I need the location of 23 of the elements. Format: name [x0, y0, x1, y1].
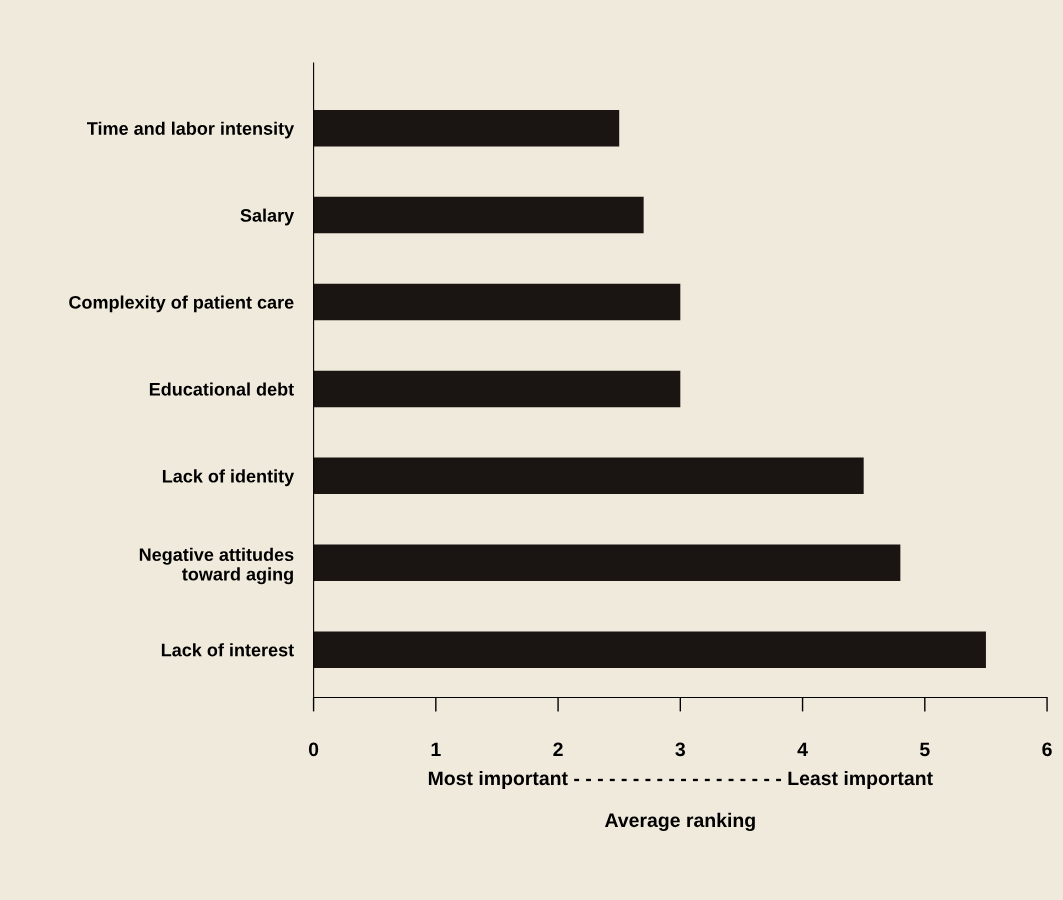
y-tick-label: Lack of interest: [161, 643, 294, 657]
x-tick-label: 4: [797, 742, 808, 757]
bar: [313, 457, 864, 495]
bar: [313, 109, 620, 147]
x-tick-label: 5: [920, 742, 930, 757]
x-tick-label: 0: [308, 742, 319, 757]
y-tick-label: Educational debt: [149, 382, 294, 396]
y-tick-label: Salary: [240, 208, 295, 226]
bar: [313, 370, 681, 408]
x-tick-label: 2: [553, 742, 563, 757]
x-tick-label: 6: [1042, 742, 1052, 757]
y-tick-label: Complexity of patient care: [69, 295, 294, 313]
x-tick-label: 3: [675, 742, 686, 757]
bar: [313, 631, 986, 668]
y-tick-label: Negative attitudes toward aging: [139, 547, 294, 585]
x-tick-label: 1: [431, 742, 441, 757]
bar: [313, 544, 901, 582]
y-tick-label: Time and labor intensity: [87, 121, 295, 139]
text: Most important - - - - - - - - - - - - - - - - - - Least important: [428, 770, 933, 790]
bar: [313, 196, 644, 234]
bar: [313, 283, 681, 321]
x-axis-title: Average ranking: [604, 812, 755, 832]
y-tick-label: Lack of identity: [162, 469, 295, 487]
